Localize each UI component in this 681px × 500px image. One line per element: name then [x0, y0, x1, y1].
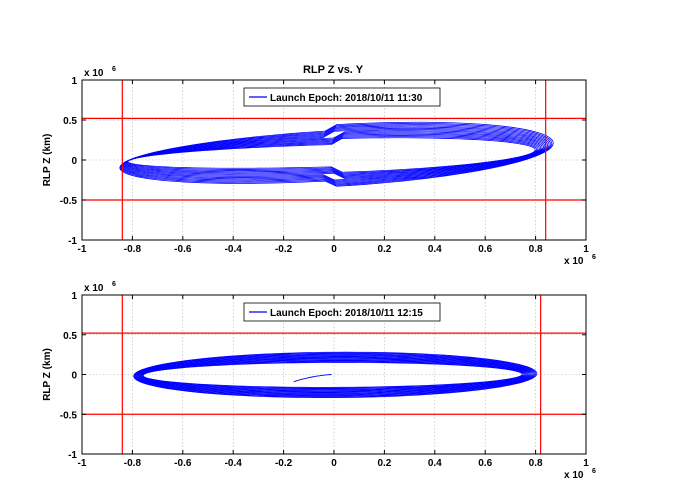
- x-tick-label: -0.8: [124, 244, 142, 255]
- orbit-loop: [123, 130, 544, 179]
- orbit-loop: [142, 362, 523, 388]
- orbit-loop: [139, 358, 529, 392]
- y-axis-exponent: 6: [112, 66, 116, 73]
- y-tick-label: -0.5: [60, 410, 78, 421]
- x-tick-label: 0: [331, 244, 337, 255]
- y-axis-label: RLP Z (km): [42, 348, 53, 401]
- x-tick-label: -0.4: [225, 244, 243, 255]
- legend-box: [243, 302, 441, 322]
- orbit-loop: [133, 351, 538, 398]
- top-plot: -1 -0.8 -0.6 -0.4 -0.2 0 0.2 0.4 0.6 0.8 1 1 0.5 0 -0.…: [42, 66, 596, 267]
- orbit-loop: [124, 132, 542, 177]
- y-axis-multiplier: x 10: [84, 283, 104, 294]
- bottom-plot: -1 -0.8 -0.6 -0.4 -0.2 0 0.2 0.4 0.6 0.8 1 1 0.5 0 -0.…: [42, 281, 596, 481]
- orbit-loop: [136, 355, 532, 395]
- x-tick-label: 1: [583, 458, 589, 469]
- y-axis-label: RLP Z (km): [42, 134, 53, 187]
- x-tick-label: -1: [78, 244, 87, 255]
- x-tick-label: 0.2: [377, 244, 391, 255]
- y-axis-exponent: 6: [112, 281, 116, 288]
- orbit-loop: [136, 354, 533, 395]
- orbit-loop: [124, 131, 543, 178]
- x-axis-multiplier: x 10: [564, 470, 584, 481]
- x-tick-label: 0.8: [529, 458, 543, 469]
- y-tick-label: 0.5: [63, 116, 77, 127]
- legend-entry: Launch Epoch: 2018/10/11 11:30: [270, 93, 423, 104]
- y-axis-multiplier: x 10: [84, 68, 104, 79]
- orbit-loop: [126, 135, 539, 175]
- orbit-loop: [141, 360, 525, 390]
- orbit-loop: [142, 361, 524, 389]
- plot-title: RLP Z vs. Y: [303, 64, 364, 76]
- x-tick-label: -0.6: [174, 244, 192, 255]
- y-tick-label: 0: [71, 156, 77, 167]
- orbit-loop: [120, 124, 551, 185]
- x-tick-label: -0.2: [275, 458, 293, 469]
- orbit-loop: [123, 129, 546, 181]
- x-axis-exponent: 6: [592, 468, 596, 475]
- x-axis-multiplier: x 10: [564, 256, 584, 267]
- orbit-loop: [133, 352, 537, 398]
- x-tick-label: -0.8: [124, 458, 142, 469]
- x-axis-exponent: 6: [592, 254, 596, 261]
- y-tick-label: 1: [71, 76, 77, 87]
- x-tick-label: -0.4: [225, 458, 243, 469]
- legend-box: [243, 87, 441, 107]
- y-tick-label: 1: [71, 291, 77, 302]
- x-tick-label: 0: [331, 458, 337, 469]
- orbit-loop: [119, 121, 554, 187]
- orbit-loop: [135, 354, 534, 396]
- orbit-loop: [134, 353, 535, 397]
- orbit-loop: [137, 356, 531, 394]
- x-tick-label: 1: [583, 244, 589, 255]
- x-tick-label: 0.2: [377, 458, 391, 469]
- x-tick-label: 0.4: [428, 244, 442, 255]
- orbit-series: [133, 351, 538, 398]
- y-tick-label: -1: [68, 450, 77, 461]
- x-tick-label: 0.8: [529, 244, 543, 255]
- x-tick-label: -0.6: [174, 458, 192, 469]
- orbit-loop: [125, 133, 540, 176]
- legend-entry: Launch Epoch: 2018/10/11 12:15: [270, 308, 423, 319]
- x-tick-label: -1: [78, 458, 87, 469]
- y-tick-label: -0.5: [60, 196, 78, 207]
- orbit-loop: [140, 359, 526, 391]
- orbit-loop: [119, 123, 553, 186]
- transfer-arc: [293, 374, 332, 383]
- orbit-loop: [138, 357, 530, 393]
- y-tick-label: 0: [71, 371, 77, 382]
- x-tick-label: 0.6: [478, 244, 492, 255]
- x-tick-label: 0.4: [428, 458, 442, 469]
- orbit-loop: [121, 125, 550, 184]
- orbit-loop: [139, 358, 528, 391]
- y-tick-label: 0.5: [63, 331, 77, 342]
- x-tick-label: -0.2: [275, 244, 293, 255]
- x-tick-label: 0.6: [478, 458, 492, 469]
- y-tick-label: -1: [68, 236, 77, 247]
